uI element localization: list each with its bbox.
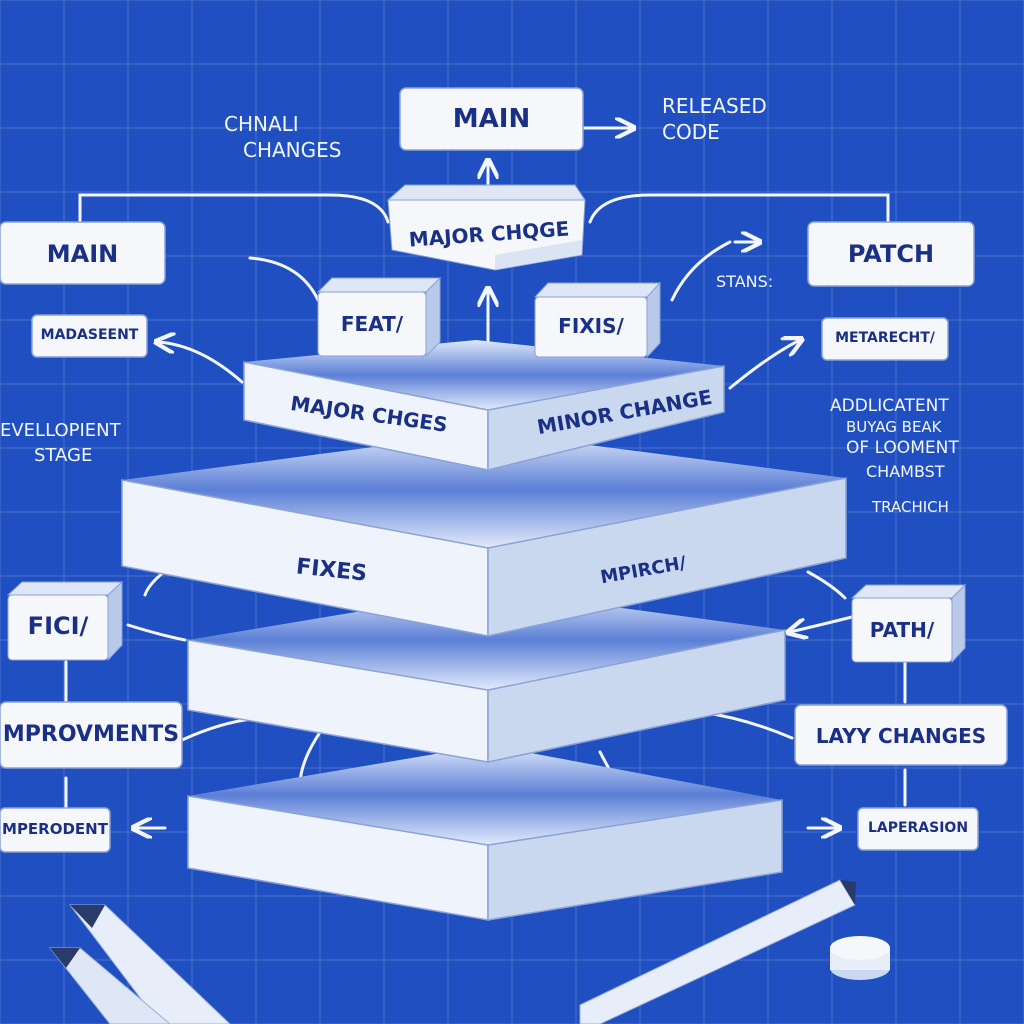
connector-layy-slab — [698, 710, 794, 740]
connector-to-metarecht — [728, 340, 800, 390]
box-imperodent — [0, 807, 111, 853]
label-metarecht: METARECHT/ — [835, 330, 935, 346]
connector-main-to-feat — [248, 256, 320, 302]
label-laperasion: LAPERASION — [867, 820, 969, 836]
label-code: CODE — [662, 120, 720, 144]
eraser-icon — [830, 936, 890, 980]
label-main-left: MAIN — [46, 240, 119, 268]
block-major-chqge — [386, 184, 586, 271]
note-line-3: OF LOOMENT — [846, 438, 959, 458]
connector-major-to-left-main — [78, 193, 390, 224]
label-changes: CHANGES — [243, 138, 342, 162]
connector-to-madaseent — [158, 342, 244, 384]
note-line-1: ADDLICATENT — [830, 396, 949, 416]
label-stage: STAGE — [34, 445, 93, 466]
label-chnali: CHNALI — [224, 112, 299, 136]
slab-2 — [121, 432, 847, 637]
box-main-top — [399, 87, 584, 151]
slab-3 — [187, 590, 786, 763]
connector-to-path — [806, 570, 847, 600]
connector-to-fixis — [670, 240, 732, 302]
box-madaseent — [31, 314, 148, 358]
block-fici — [6, 580, 124, 662]
block-feat — [316, 276, 442, 358]
label-path: PATH/ — [869, 618, 935, 642]
box-patch — [807, 221, 975, 287]
label-imperodent: MPERODENT — [2, 820, 108, 838]
label-patch: PATCH — [847, 240, 935, 268]
label-development: EVELLOPIENT — [0, 420, 121, 441]
label-main-top: MAIN — [452, 104, 531, 134]
connector-fici-slab3 — [126, 623, 187, 642]
pencil-left-2-icon — [48, 947, 171, 1024]
note-line-2: BUYAG BEAK — [846, 418, 942, 436]
box-layy-changes — [794, 704, 1008, 766]
box-metarecht — [821, 317, 949, 361]
label-madaseent: MADASEENT — [40, 327, 139, 343]
block-path — [850, 583, 967, 664]
block-fixis — [533, 281, 662, 359]
label-feat: FEAT/ — [340, 312, 404, 336]
connector-path-slab3 — [790, 615, 854, 632]
note-line-5: TRACHICH — [872, 498, 949, 516]
slab-4 — [187, 745, 783, 921]
note-line-4: CHAMBST — [866, 462, 945, 481]
pencil-left-icon — [68, 904, 231, 1024]
box-main-left — [0, 221, 166, 285]
label-fixis: FIXIS/ — [558, 314, 624, 338]
label-released: RELEASED — [662, 94, 767, 118]
pencil-right-icon — [579, 879, 856, 1024]
label-fici: FICI/ — [27, 612, 89, 640]
connector-major-to-patch — [588, 193, 890, 224]
box-improvments — [0, 701, 183, 769]
label-improvments: MPROVMENTS — [2, 722, 180, 747]
box-laperasion — [857, 807, 979, 851]
label-layy-changes: LAYY CHANGES — [815, 724, 987, 748]
label-stans: STANS: — [716, 272, 774, 291]
